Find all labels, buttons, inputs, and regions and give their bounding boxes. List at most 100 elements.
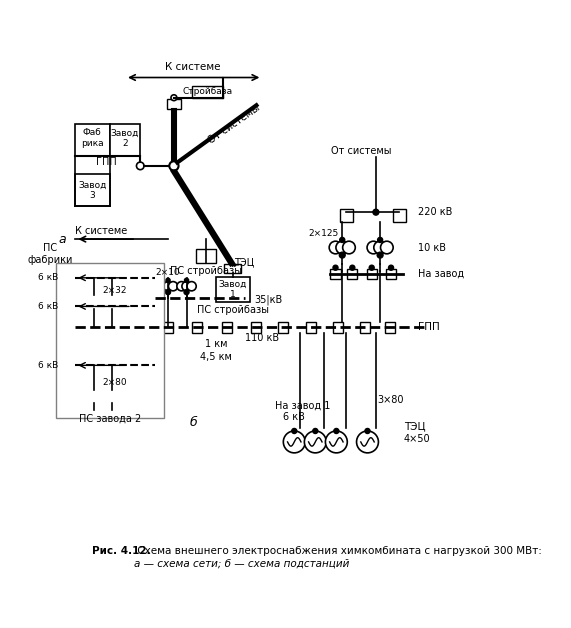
Bar	[306, 322, 316, 332]
Text: От системы: От системы	[331, 146, 391, 156]
Circle shape	[108, 392, 117, 402]
Circle shape	[138, 325, 143, 330]
Text: 2×10: 2×10	[156, 268, 180, 277]
Circle shape	[182, 281, 191, 291]
Text: Рис. 4.12.: Рис. 4.12.	[93, 546, 151, 556]
Bar	[75, 175, 110, 206]
Circle shape	[325, 431, 347, 453]
Circle shape	[283, 431, 305, 453]
Text: К системе: К системе	[164, 62, 220, 72]
Circle shape	[373, 209, 379, 215]
Text: Стройбаза: Стройбаза	[183, 87, 232, 96]
Circle shape	[184, 290, 189, 295]
Circle shape	[103, 392, 112, 402]
Circle shape	[91, 401, 96, 406]
Circle shape	[388, 265, 393, 270]
Circle shape	[170, 161, 178, 170]
Bar	[216, 277, 250, 302]
Circle shape	[166, 278, 170, 283]
Text: На завод 1: На завод 1	[275, 401, 331, 411]
Bar	[56, 263, 164, 418]
Text: 2×32: 2×32	[102, 286, 127, 295]
Text: От системы: От системы	[207, 102, 262, 145]
Bar	[192, 86, 223, 98]
Circle shape	[343, 241, 355, 254]
Text: б: б	[190, 416, 197, 429]
Text: 2×125: 2×125	[308, 229, 339, 238]
Text: 1 км: 1 км	[205, 339, 227, 349]
Circle shape	[292, 428, 297, 433]
Bar	[340, 208, 353, 222]
Circle shape	[313, 428, 318, 433]
Circle shape	[163, 281, 172, 291]
Circle shape	[367, 241, 380, 254]
Text: 220 кВ: 220 кВ	[418, 207, 452, 217]
Text: 6 кВ: 6 кВ	[38, 273, 59, 283]
Text: 10 кВ: 10 кВ	[418, 242, 446, 252]
Circle shape	[336, 241, 348, 254]
Text: Фаб
рика: Фаб рика	[81, 128, 103, 148]
Circle shape	[168, 281, 178, 291]
Circle shape	[365, 428, 370, 433]
Text: 6 кВ: 6 кВ	[283, 412, 305, 421]
Bar	[192, 322, 202, 332]
Circle shape	[184, 278, 188, 283]
Bar	[333, 322, 343, 332]
Circle shape	[92, 390, 96, 394]
Bar	[360, 322, 370, 332]
Text: ПС
фабрики: ПС фабрики	[27, 244, 73, 265]
Circle shape	[377, 237, 383, 242]
Text: ПС стройбазы: ПС стройбазы	[197, 305, 269, 315]
Circle shape	[363, 325, 368, 330]
Text: а: а	[58, 234, 66, 246]
Circle shape	[158, 281, 168, 291]
Text: Завод
2: Завод 2	[111, 128, 139, 148]
Circle shape	[377, 252, 383, 258]
Circle shape	[329, 241, 342, 254]
Bar	[251, 322, 260, 332]
Text: Завод
3: Завод 3	[78, 181, 106, 200]
Bar	[163, 322, 173, 332]
Circle shape	[92, 296, 96, 300]
Bar	[106, 322, 116, 332]
Circle shape	[91, 306, 96, 311]
Circle shape	[253, 325, 258, 330]
Bar	[386, 269, 396, 279]
Circle shape	[380, 241, 393, 254]
Circle shape	[281, 325, 286, 330]
Circle shape	[187, 281, 196, 291]
Text: 6 кВ: 6 кВ	[38, 302, 59, 311]
Text: ПС стройбазы: ПС стройбазы	[170, 266, 242, 276]
Text: 3×80: 3×80	[377, 395, 404, 405]
Text: Завод
1: Завод 1	[219, 280, 247, 300]
Bar	[167, 99, 180, 109]
Circle shape	[336, 325, 340, 330]
Text: 4×50: 4×50	[404, 433, 431, 443]
Text: 110 кВ: 110 кВ	[245, 333, 279, 344]
Circle shape	[194, 325, 199, 330]
Circle shape	[369, 265, 374, 270]
Circle shape	[333, 265, 338, 270]
Text: На завод: На завод	[418, 269, 464, 279]
Bar	[367, 269, 377, 279]
Circle shape	[85, 298, 94, 308]
Text: ГПП: ГПП	[96, 156, 117, 166]
Circle shape	[339, 252, 345, 258]
Circle shape	[350, 265, 355, 270]
Text: 4,5 км: 4,5 км	[200, 352, 232, 362]
Circle shape	[108, 298, 117, 308]
Circle shape	[356, 431, 379, 453]
Bar	[75, 124, 110, 156]
Circle shape	[224, 325, 230, 330]
Circle shape	[166, 290, 171, 295]
Bar	[385, 322, 395, 332]
Circle shape	[94, 298, 104, 308]
Text: ГПП: ГПП	[418, 322, 440, 332]
Circle shape	[94, 392, 104, 402]
Text: 35|кВ: 35|кВ	[254, 295, 282, 305]
Bar	[224, 264, 241, 273]
Circle shape	[103, 298, 112, 308]
Text: а — схема сети; б — схема подстанций: а — схема сети; б — схема подстанций	[134, 559, 349, 569]
Text: К системе: К системе	[75, 225, 127, 236]
Bar	[278, 322, 288, 332]
